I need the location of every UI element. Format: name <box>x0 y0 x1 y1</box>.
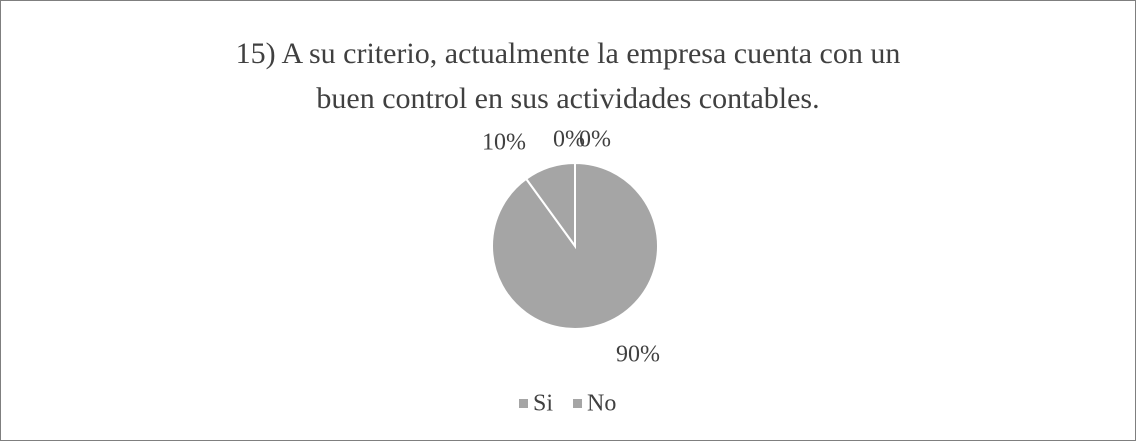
legend-swatch <box>519 399 528 408</box>
data-label: 90% <box>616 342 660 368</box>
data-label: 10% <box>482 130 526 156</box>
legend-label: Si <box>533 391 553 417</box>
data-label: 0% <box>579 127 611 153</box>
legend-swatch <box>573 399 583 408</box>
legend-label: No <box>587 391 616 417</box>
data-label: 0% <box>553 127 585 153</box>
chart-title: 15) A su criterio, actualmente la empres… <box>235 37 901 115</box>
